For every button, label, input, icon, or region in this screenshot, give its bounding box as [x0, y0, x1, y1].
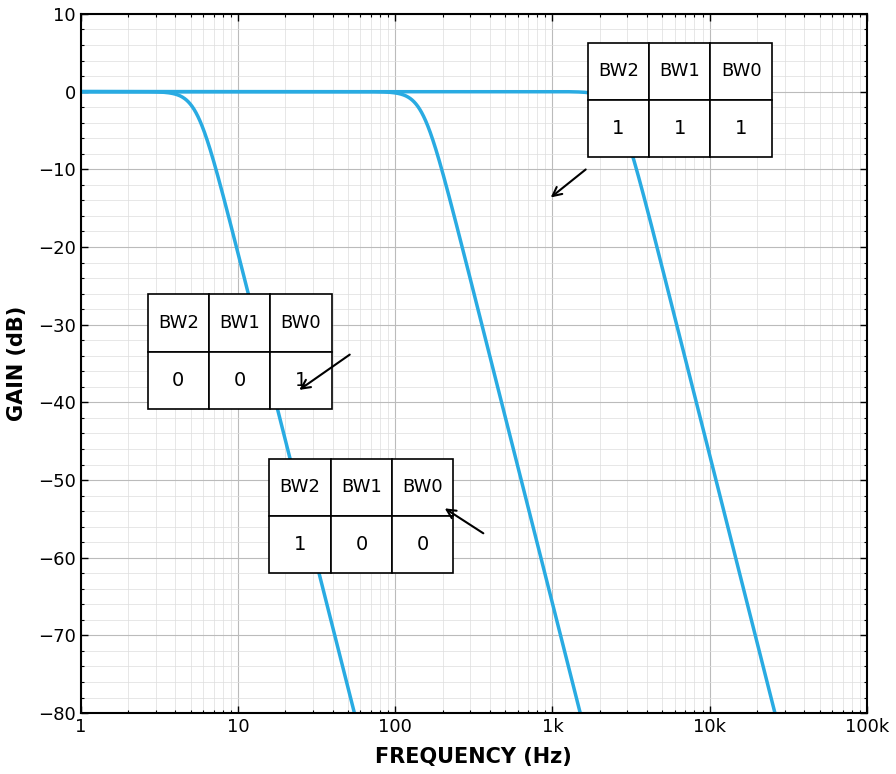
Text: BW0: BW0 [721, 62, 762, 80]
Bar [711, 100, 771, 157]
Text: BW1: BW1 [220, 314, 260, 332]
Text: 0: 0 [172, 371, 185, 390]
Text: BW0: BW0 [402, 478, 444, 496]
Text: 0: 0 [234, 371, 246, 390]
Text: 1: 1 [612, 119, 625, 138]
Bar [650, 100, 711, 157]
Bar [331, 459, 392, 516]
Bar [271, 351, 332, 409]
Bar [650, 43, 711, 100]
Bar [271, 294, 332, 351]
Text: BW2: BW2 [280, 478, 321, 496]
Bar [270, 516, 331, 574]
Bar [588, 43, 650, 100]
Text: BW0: BW0 [280, 314, 322, 332]
Text: 0: 0 [417, 535, 429, 554]
Y-axis label: GAIN (dB): GAIN (dB) [7, 306, 27, 421]
Bar [209, 351, 271, 409]
Text: 0: 0 [356, 535, 367, 554]
Text: 1: 1 [295, 371, 307, 390]
Text: BW1: BW1 [659, 62, 700, 80]
Text: BW2: BW2 [598, 62, 639, 80]
Text: 1: 1 [674, 119, 686, 138]
Text: BW1: BW1 [341, 478, 382, 496]
Bar [148, 294, 209, 351]
Bar [270, 459, 331, 516]
Bar [392, 459, 453, 516]
Bar [148, 351, 209, 409]
Bar [209, 294, 271, 351]
Text: 1: 1 [735, 119, 747, 138]
Bar [331, 516, 392, 574]
Text: BW2: BW2 [158, 314, 199, 332]
Bar [588, 100, 650, 157]
Bar [392, 516, 453, 574]
X-axis label: FREQUENCY (Hz): FREQUENCY (Hz) [375, 747, 573, 767]
Bar [711, 43, 771, 100]
Text: 1: 1 [294, 535, 306, 554]
